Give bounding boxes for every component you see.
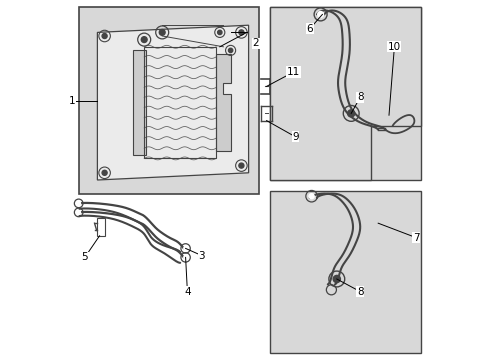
Circle shape bbox=[77, 202, 80, 205]
Circle shape bbox=[228, 48, 233, 53]
Polygon shape bbox=[98, 25, 248, 180]
Circle shape bbox=[239, 163, 244, 168]
Circle shape bbox=[347, 110, 355, 117]
Text: 10: 10 bbox=[388, 42, 401, 52]
Circle shape bbox=[102, 170, 107, 175]
Circle shape bbox=[309, 194, 314, 199]
Circle shape bbox=[141, 37, 147, 42]
Polygon shape bbox=[216, 54, 231, 151]
Text: 1: 1 bbox=[69, 96, 75, 106]
Text: 4: 4 bbox=[184, 287, 191, 297]
Text: 8: 8 bbox=[357, 92, 364, 102]
Polygon shape bbox=[270, 7, 421, 180]
Circle shape bbox=[218, 30, 222, 35]
Circle shape bbox=[77, 211, 80, 214]
Bar bbox=[270, 191, 421, 353]
Text: 2: 2 bbox=[252, 38, 259, 48]
Circle shape bbox=[333, 275, 341, 283]
Bar bbox=[144, 47, 216, 158]
Text: 5: 5 bbox=[81, 252, 88, 262]
Text: 9: 9 bbox=[292, 132, 299, 142]
Circle shape bbox=[184, 256, 187, 259]
Bar bbox=[97, 218, 105, 236]
Bar bbox=[270, 7, 421, 180]
Circle shape bbox=[159, 30, 165, 35]
Text: 7: 7 bbox=[413, 233, 419, 243]
Text: 8: 8 bbox=[357, 287, 364, 297]
Text: 11: 11 bbox=[287, 67, 300, 77]
Circle shape bbox=[184, 247, 187, 250]
Text: 6: 6 bbox=[306, 24, 313, 34]
Circle shape bbox=[318, 12, 323, 17]
Circle shape bbox=[239, 30, 244, 35]
Text: 3: 3 bbox=[198, 251, 205, 261]
Circle shape bbox=[102, 33, 107, 39]
Bar bbox=[79, 7, 259, 194]
Bar bbox=[133, 50, 146, 155]
